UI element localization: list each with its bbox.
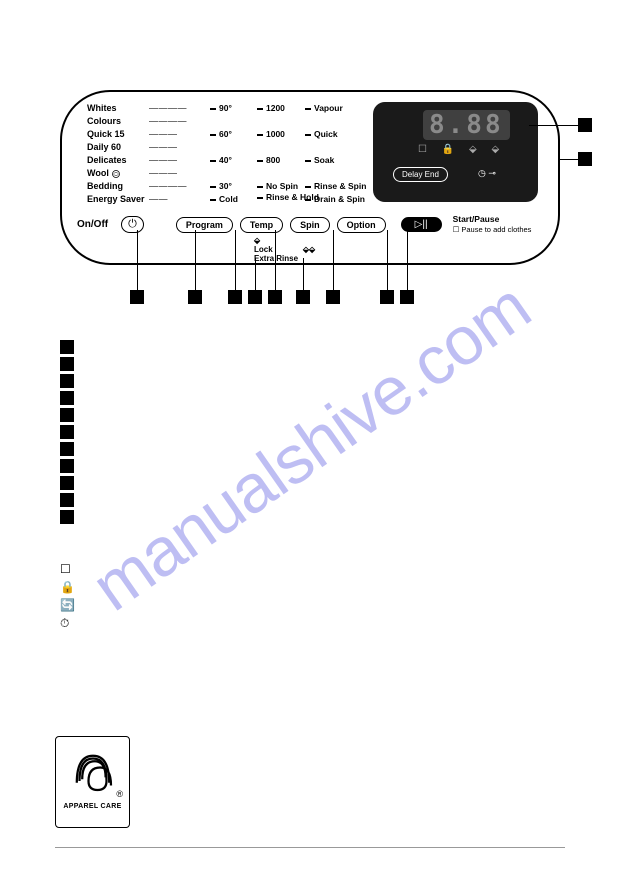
list-item: Energy Saver— —	[87, 193, 188, 206]
option-button[interactable]: Option	[337, 217, 386, 233]
callout-marker	[130, 290, 144, 304]
spin-button[interactable]: Spin	[290, 217, 330, 233]
watermark: manualshive.com	[78, 267, 544, 626]
display-panel: 8.88 ☐ 🔒 ⬙ ⬙ Delay End ◷ ⊸	[373, 102, 538, 202]
callout-marker	[248, 290, 262, 304]
seven-segment-display: 8.88	[423, 110, 510, 140]
callout-marker	[228, 290, 242, 304]
footer-rule	[55, 847, 565, 848]
callout-line	[275, 230, 276, 290]
control-panel: Whites— — — — Colours— — — — Quick 15— —…	[60, 90, 560, 265]
list-item: Bedding— — — —	[87, 180, 188, 193]
callout-line	[560, 159, 578, 160]
onoff-label: On/Off	[77, 219, 108, 230]
registered-mark: ®	[116, 789, 123, 799]
legend-markers	[60, 340, 74, 527]
callout-line	[407, 230, 408, 290]
legend-icon: ⏱	[60, 614, 75, 632]
list-item: Wool — — —	[87, 167, 188, 180]
legend-icon: 🔄	[60, 596, 75, 614]
list-item: Daily 60— — —	[87, 141, 188, 154]
list-item: Colours— — — —	[87, 115, 188, 128]
start-pause-label: Start/Pause ☐ Pause to add clothes	[453, 214, 532, 235]
onoff-button[interactable]: ⏻	[121, 216, 144, 233]
list-item: Quick 15— — —	[87, 128, 188, 141]
clock-icon: ◷ ⊸	[478, 168, 496, 179]
list-item: Delicates— — —	[87, 154, 188, 167]
sub-labels: ⬙Lock ⬙⬙Extra Rinse	[254, 236, 318, 263]
temp-button[interactable]: Temp	[240, 217, 283, 233]
legend-icon: ☐	[60, 560, 75, 578]
callout-line	[303, 258, 304, 290]
callout-line	[137, 230, 138, 290]
apparel-care-logo: ® APPAREL CARE	[55, 736, 130, 828]
callout-line	[387, 230, 388, 290]
temp-column: 90° 60° 40° 30° Cold	[210, 102, 238, 206]
list-item: Whites— — — —	[87, 102, 188, 115]
callout-marker	[268, 290, 282, 304]
display-icons: ☐ 🔒 ⬙ ⬙	[418, 144, 505, 155]
callout-line	[333, 230, 334, 290]
program-list: Whites— — — — Colours— — — — Quick 15— —…	[87, 102, 188, 206]
callout-line	[235, 230, 236, 290]
callout-marker	[578, 152, 592, 166]
apparel-label: APPAREL CARE	[56, 803, 129, 810]
callout-marker	[188, 290, 202, 304]
option-column: Vapour Quick Soak Rinse & Spin Drain & S…	[305, 102, 366, 206]
callout-marker	[578, 118, 592, 132]
callout-line	[195, 230, 196, 290]
woolmark-icon	[66, 745, 120, 799]
callout-marker	[326, 290, 340, 304]
wool-icon	[111, 169, 121, 179]
callout-marker	[400, 290, 414, 304]
delay-end-button[interactable]: Delay End	[393, 167, 448, 182]
legend-icon: 🔒	[60, 578, 75, 596]
icon-legend: ☐ 🔒 🔄 ⏱	[60, 560, 75, 632]
callout-line	[255, 258, 256, 290]
callout-line	[529, 125, 578, 126]
button-row: On/Off ⏻ Program Temp Spin Option ▷|| St…	[77, 214, 531, 235]
callout-marker	[380, 290, 394, 304]
program-button[interactable]: Program	[176, 217, 233, 233]
callout-marker	[296, 290, 310, 304]
